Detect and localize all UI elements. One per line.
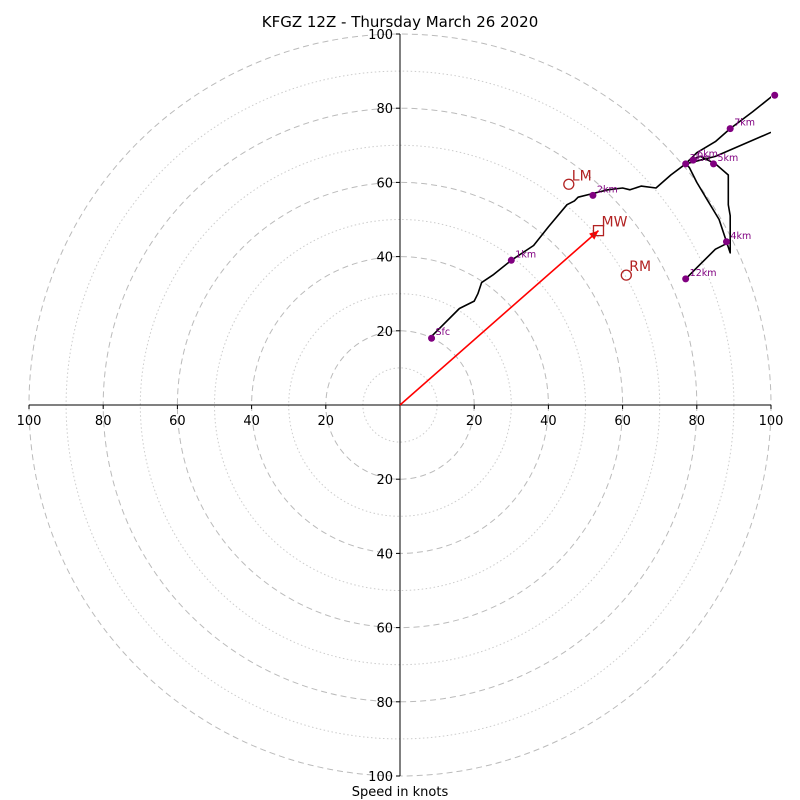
rm-marker <box>620 269 632 281</box>
mw-marker <box>592 224 605 237</box>
height-point <box>771 91 779 99</box>
mean-wind-line <box>399 230 600 406</box>
height-label: 7km <box>734 118 755 129</box>
y-tick-label: 60 <box>376 176 393 191</box>
mean-wind-vector <box>399 230 600 406</box>
hodograph-line <box>429 131 771 339</box>
height-point <box>709 160 717 168</box>
height-label: 2km <box>597 184 618 195</box>
lm-label: LM <box>572 168 592 184</box>
height-point <box>689 156 697 164</box>
x-tick-label: 100 <box>759 414 784 429</box>
hodograph-line-tail <box>685 241 731 280</box>
x-tick-label: 100 <box>17 414 42 429</box>
height-label: 6km <box>697 149 718 160</box>
height-label: 4km <box>730 231 751 242</box>
height-point <box>507 256 515 264</box>
height-point <box>726 125 734 133</box>
y-tick-label: 100 <box>368 770 393 785</box>
height-label: 5km <box>717 153 738 164</box>
chart-title: KFGZ 12Z - Thursday March 26 2020 <box>262 13 538 31</box>
y-tick-label: 60 <box>376 622 393 637</box>
x-tick-label: 80 <box>95 414 112 429</box>
mw-label: MW <box>601 215 627 231</box>
height-point <box>722 238 730 246</box>
height-label: 12km <box>690 268 717 279</box>
storm-motion-markers: LM MW RM <box>563 168 651 281</box>
y-tick-label: 20 <box>376 325 393 340</box>
x-tick-label: 20 <box>466 414 483 429</box>
height-point <box>589 191 597 199</box>
lm-marker <box>563 178 575 190</box>
x-tick-label: 20 <box>318 414 335 429</box>
y-tick-label: 100 <box>368 28 393 43</box>
height-label: 3km <box>690 153 711 164</box>
x-axis-label: Speed in knots <box>352 785 449 800</box>
x-tick-label: 40 <box>540 414 557 429</box>
y-tick-label: 80 <box>376 696 393 711</box>
x-tick-label: 80 <box>689 414 706 429</box>
height-point <box>428 334 436 342</box>
x-tick-label: 60 <box>614 414 631 429</box>
height-label: 1km <box>515 249 536 260</box>
x-tick-label: 60 <box>169 414 186 429</box>
rm-label: RM <box>629 259 651 275</box>
y-tick-label: 40 <box>376 547 393 562</box>
y-tick-label: 20 <box>376 473 393 488</box>
tick-labels: 100 80 60 40 20 20 40 60 80 100 20 40 60 80 100 20 40 60 8… <box>17 28 784 785</box>
y-tick-label: 40 <box>376 251 393 266</box>
height-label: Sfc <box>436 327 451 338</box>
x-tick-label: 40 <box>243 414 260 429</box>
height-point <box>682 275 690 283</box>
height-point <box>682 160 690 168</box>
y-tick-label: 80 <box>376 102 393 117</box>
